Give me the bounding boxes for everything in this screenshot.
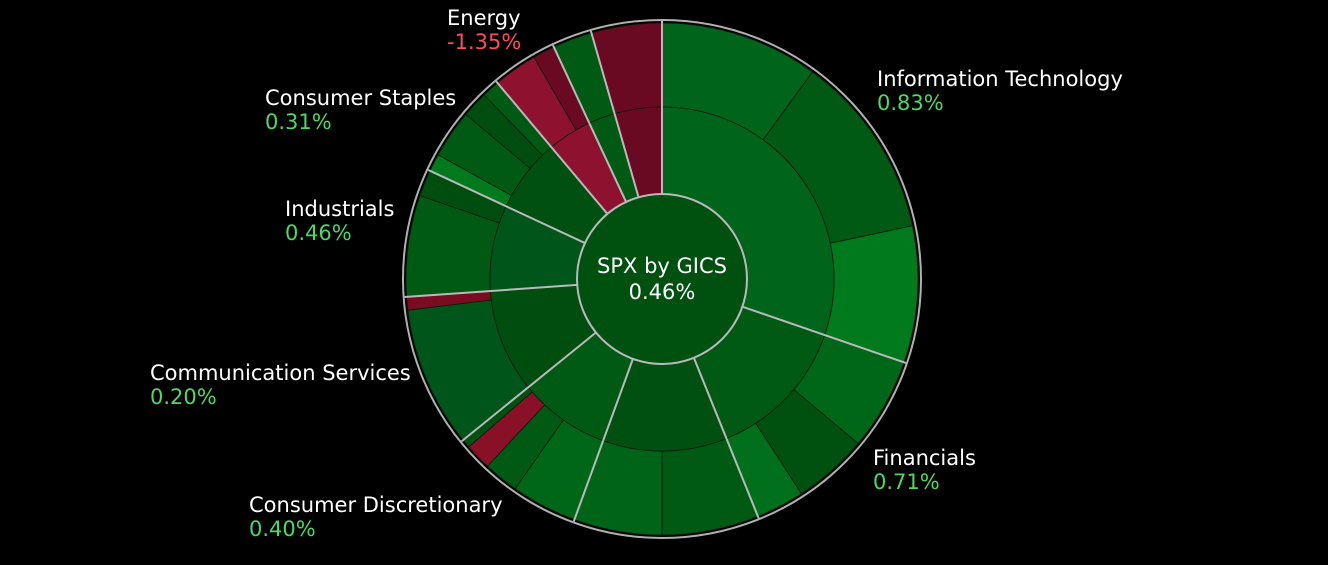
- sector-separators: [404, 21, 907, 522]
- label-consumer-staples: Consumer Staples: [265, 86, 456, 110]
- change-communication-services: 0.20%: [150, 385, 217, 409]
- center-title: SPX by GICS: [597, 254, 727, 278]
- middle-ring: [489, 106, 835, 452]
- center-value: 0.46%: [629, 280, 696, 304]
- sector-separator-2: [742, 305, 907, 364]
- sector-separator-10: [589, 30, 640, 198]
- label-energy: Energy: [447, 6, 521, 30]
- sector-separator-9: [552, 44, 627, 203]
- label-consumer-discretionary: Consumer Discretionary: [249, 493, 503, 517]
- change-consumer-discretionary: 0.40%: [249, 517, 316, 541]
- center-circle: [576, 193, 748, 365]
- label-communication-services: Communication Services: [150, 361, 411, 385]
- chart-outline-ring: [402, 19, 922, 539]
- sector-separator-7: [427, 169, 586, 244]
- sector-separator-6: [404, 283, 578, 298]
- change-information-technology: 0.83%: [877, 91, 944, 115]
- outer-ring: [405, 22, 919, 536]
- sector-separator-3: [692, 357, 760, 519]
- label-financials: Financials: [873, 446, 976, 470]
- label-information-technology: Information Technology: [877, 67, 1123, 91]
- sector-separator-8: [495, 80, 609, 215]
- label-industrials: Industrials: [285, 197, 394, 221]
- change-energy: -1.35%: [447, 30, 521, 54]
- change-consumer-staples: 0.31%: [265, 110, 332, 134]
- change-industrials: 0.46%: [285, 221, 352, 245]
- sector-separator-5: [460, 331, 597, 443]
- sector-separator-4: [572, 358, 634, 522]
- change-financials: 0.71%: [873, 470, 940, 494]
